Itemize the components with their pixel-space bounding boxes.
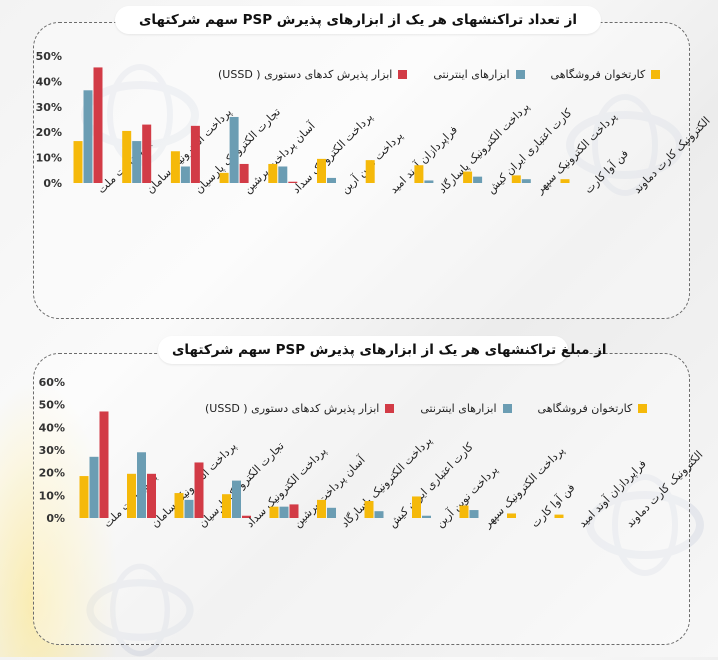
chart-title-count: سهم شرکتهای PSP از تعداد تراکنشهای هر یک… [115,6,601,34]
y-tick-label: 20% [39,467,65,480]
legend-swatch-internet [502,404,512,413]
y-tick-label: 40% [36,75,62,88]
bar-internet [279,506,289,518]
y-tick-label: 30% [39,444,65,457]
bar-ussd [147,473,156,518]
legend-label-internet: ابزارهای اینترنتی [420,402,497,415]
category-label: فن آوا کارت [581,146,631,196]
chart-panel-amount [33,353,690,645]
legend-swatch-pos [638,404,648,413]
legend-label-internet: ابزارهای اینترنتی [433,68,510,81]
legend-amount: ابزار پذیرش کدهای دستوری ( USSD) ابزارها… [205,402,648,415]
bar-internet [374,511,384,518]
bar-internet [180,166,190,183]
bar-pos [463,171,473,183]
bar-pos [122,130,132,183]
bar-pos [554,514,564,518]
category-label: پرداخت الکترونیک سپهر [533,110,620,197]
bar-pos [219,172,229,183]
bar-pos [268,163,278,183]
y-tick-label: 50% [36,50,62,63]
bar-pos [365,160,375,183]
bar-pos [414,165,424,183]
category-label: پرداخت الکترونیک سپهر [480,444,567,531]
bar-internet [137,452,146,518]
legend-label-pos: کارتخوان فروشگاهی [537,402,633,415]
bar-internet [424,180,434,183]
bar-pos [79,476,89,518]
chart-1: 0%10%20%30%40%50%60%به پرداخت ملتپرداخت … [39,376,706,531]
y-tick-label: 40% [39,421,65,434]
category-label: پرداخت الکترونیک سداد [290,111,376,197]
legend-item-internet: ابزارهای اینترنتی [433,68,525,81]
legend-item-ussd: ابزار پذیرش کدهای دستوری ( USSD) [218,68,408,81]
legend-swatch-ussd [385,404,395,413]
y-tick-label: 20% [36,126,62,139]
legend-item-internet: ابزارهای اینترنتی [420,402,512,415]
category-label: فن آوا کارت [528,480,578,530]
bar-internet [83,90,93,183]
bar-pos [73,141,83,183]
bar-pos [269,506,279,518]
bar-internet [521,179,531,183]
bar-internet [184,499,194,518]
bar-ussd [190,125,200,183]
legend-label-pos: کارتخوان فروشگاهی [550,68,646,81]
legend-swatch-ussd [398,70,408,79]
y-tick-label: 10% [39,489,65,502]
legend-item-pos: کارتخوان فروشگاهی [538,402,648,415]
y-tick-label: 10% [36,152,62,165]
chart-panel-count [33,22,690,319]
bar-ussd [194,462,204,518]
bar-ussd [288,181,298,183]
bar-ussd [289,504,299,518]
bar-internet [278,166,288,183]
y-tick-label: 0% [43,177,62,190]
bar-internet [327,177,336,183]
bar-pos [317,158,326,183]
bar-pos [412,496,421,518]
bar-internet [89,456,99,518]
bar-internet [469,510,479,518]
bar-ussd [142,124,152,183]
y-tick-label: 50% [39,399,65,412]
y-tick-label: 0% [46,512,65,525]
legend-swatch-pos [651,70,661,79]
bar-internet [473,176,483,183]
bar-pos [364,501,374,518]
bar-ussd [242,515,251,518]
bar-internet [232,480,241,518]
bar-internet [229,116,239,183]
category-label: الکترونیک کارت دماوند [631,114,713,196]
bar-pos [507,513,516,518]
bar-pos [459,505,469,518]
bar-ussd [93,67,103,183]
bar-ussd [239,163,249,183]
y-tick-label: 30% [36,101,62,114]
legend-count: ابزار پذیرش کدهای دستوری ( USSD) ابزارها… [218,68,661,81]
bar-internet [422,515,431,518]
bar-pos [317,499,326,518]
bar-ussd [99,411,109,518]
legend-label-ussd: ابزار پذیرش کدهای دستوری ( USSD) [205,402,380,415]
bar-pos [511,175,521,183]
bar-pos [127,473,136,518]
legend-swatch-internet [515,70,525,79]
bar-pos [174,493,184,518]
legend-label-ussd: ابزار پذیرش کدهای دستوری ( USSD) [218,68,393,81]
bar-internet [327,507,336,518]
legend-item-ussd: ابزار پذیرش کدهای دستوری ( USSD) [205,402,395,415]
y-tick-label: 60% [39,376,65,389]
bar-pos [170,151,180,183]
bar-internet [132,141,142,183]
bar-pos [560,179,570,183]
legend-item-pos: کارتخوان فروشگاهی [551,68,661,81]
chart-title-amount: سهم شرکتهای PSP از مبلغ تراکنشهای هر یک … [158,336,607,364]
bar-pos [222,494,231,518]
